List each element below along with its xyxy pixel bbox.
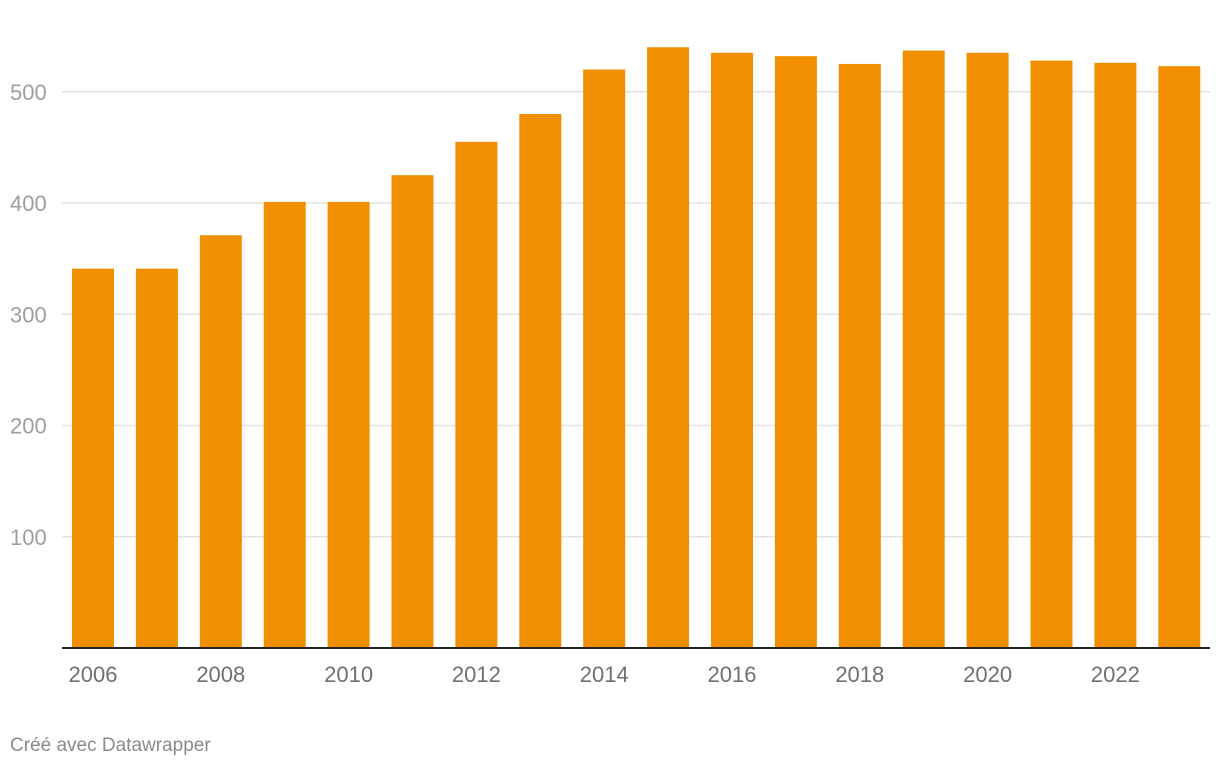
x-tick-label: 2012 xyxy=(452,662,501,687)
bar-2023 xyxy=(1158,66,1201,649)
bars xyxy=(72,47,1201,649)
bar-2006 xyxy=(72,268,114,648)
bar-2010 xyxy=(327,201,370,648)
x-tick-label: 2010 xyxy=(324,662,373,687)
credit-text: Créé avec Datawrapper xyxy=(10,735,211,756)
bar-2007 xyxy=(135,268,178,648)
bar-2018 xyxy=(838,63,881,648)
bar-2021 xyxy=(1030,60,1073,649)
y-axis-tick-labels: 100 200 300 400 500 xyxy=(10,80,47,550)
bar-2017 xyxy=(774,56,817,648)
bar-chart: 100 200 300 400 500 2006 2008 2010 2012 2014 2016… xyxy=(10,47,1210,687)
bar-2020 xyxy=(966,52,1009,648)
y-tick-label: 200 xyxy=(10,414,47,439)
bar-2022 xyxy=(1094,62,1137,648)
y-tick-label: 400 xyxy=(10,191,47,216)
bar-2015 xyxy=(647,47,690,648)
bar-2019 xyxy=(902,50,945,648)
x-tick-label: 2014 xyxy=(580,662,629,687)
bar-2012 xyxy=(455,141,498,648)
bar-2013 xyxy=(519,114,562,648)
bar-2008 xyxy=(199,235,242,648)
x-tick-label: 2020 xyxy=(963,662,1012,687)
y-tick-label: 100 xyxy=(10,525,47,550)
gridlines xyxy=(62,91,1210,538)
bar-2016 xyxy=(711,52,753,648)
y-tick-label: 300 xyxy=(10,302,47,327)
x-axis-tick-labels: 2006 2008 2010 2012 2014 2016 2018 2020 2022 xyxy=(69,662,1140,687)
x-tick-label: 2016 xyxy=(708,662,757,687)
bar-2011 xyxy=(391,175,434,648)
x-tick-label: 2022 xyxy=(1091,662,1140,687)
y-tick-label: 500 xyxy=(10,80,47,105)
x-tick-label: 2006 xyxy=(69,662,118,687)
x-tick-label: 2018 xyxy=(835,662,884,687)
bar-2014 xyxy=(583,69,626,648)
x-tick-label: 2008 xyxy=(196,662,245,687)
bar-2009 xyxy=(263,201,306,648)
